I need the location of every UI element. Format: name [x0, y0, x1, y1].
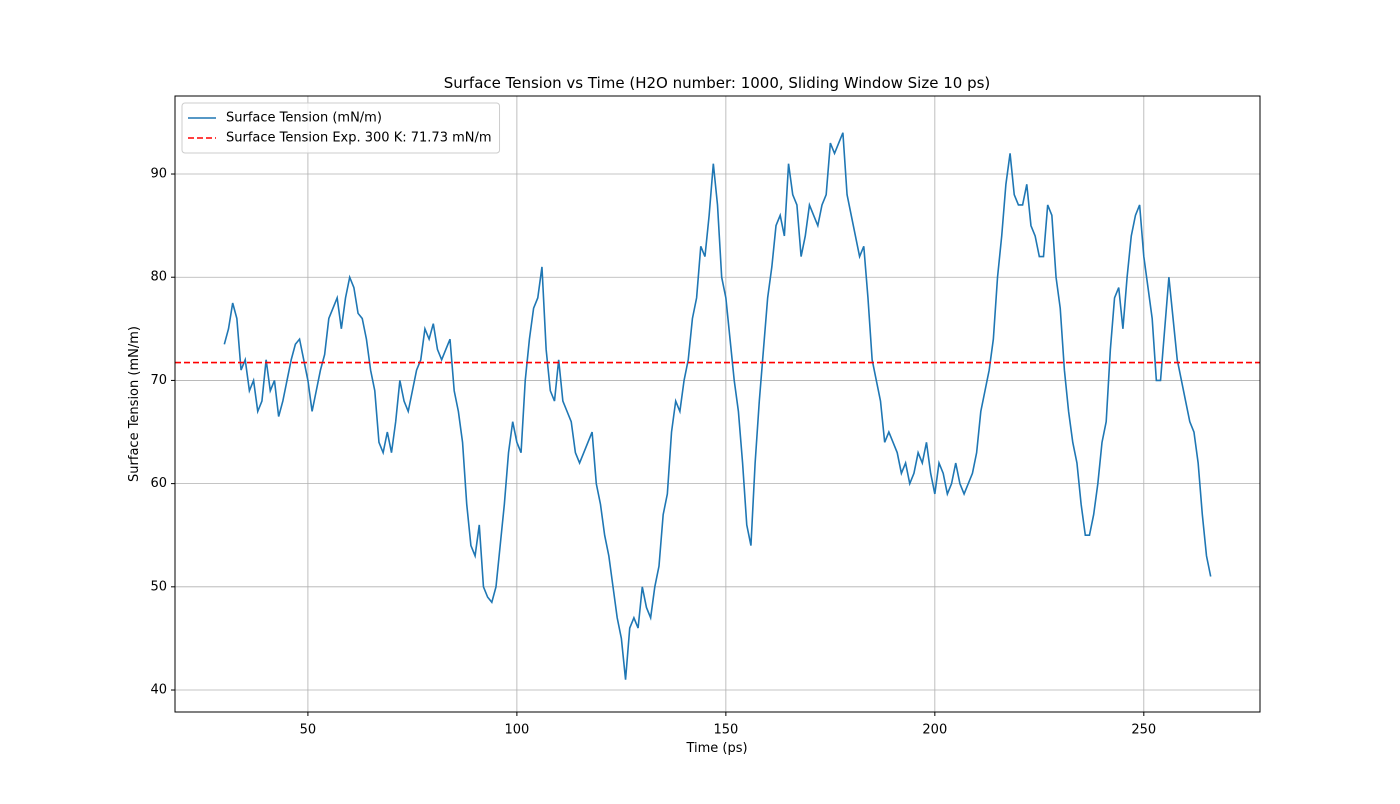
y-axis-label: Surface Tension (mN/m): [127, 326, 142, 482]
x-tick-label: 200: [922, 723, 947, 738]
x-axis-label: Time (ps): [685, 741, 747, 756]
x-tick-label: 150: [713, 723, 738, 738]
y-tick-label: 70: [150, 373, 167, 388]
y-tick-label: 50: [150, 579, 167, 594]
legend-label: Surface Tension Exp. 300 K: 71.73 mN/m: [226, 131, 492, 146]
legend-box: [181, 102, 501, 154]
legend-label: Surface Tension (mN/m): [226, 111, 382, 126]
x-tick-label: 250: [1131, 723, 1156, 738]
y-tick-label: 60: [150, 476, 167, 491]
x-tick-label: 100: [504, 723, 529, 738]
y-tick-label: 40: [150, 683, 167, 698]
data-line: [223, 132, 1212, 680]
plot-frame: [174, 95, 1261, 713]
chart-title: Surface Tension vs Time (H2O number: 100…: [444, 74, 991, 92]
y-tick-label: 80: [150, 270, 167, 285]
y-tick-label: 90: [150, 167, 167, 182]
x-tick-label: 50: [300, 723, 317, 738]
